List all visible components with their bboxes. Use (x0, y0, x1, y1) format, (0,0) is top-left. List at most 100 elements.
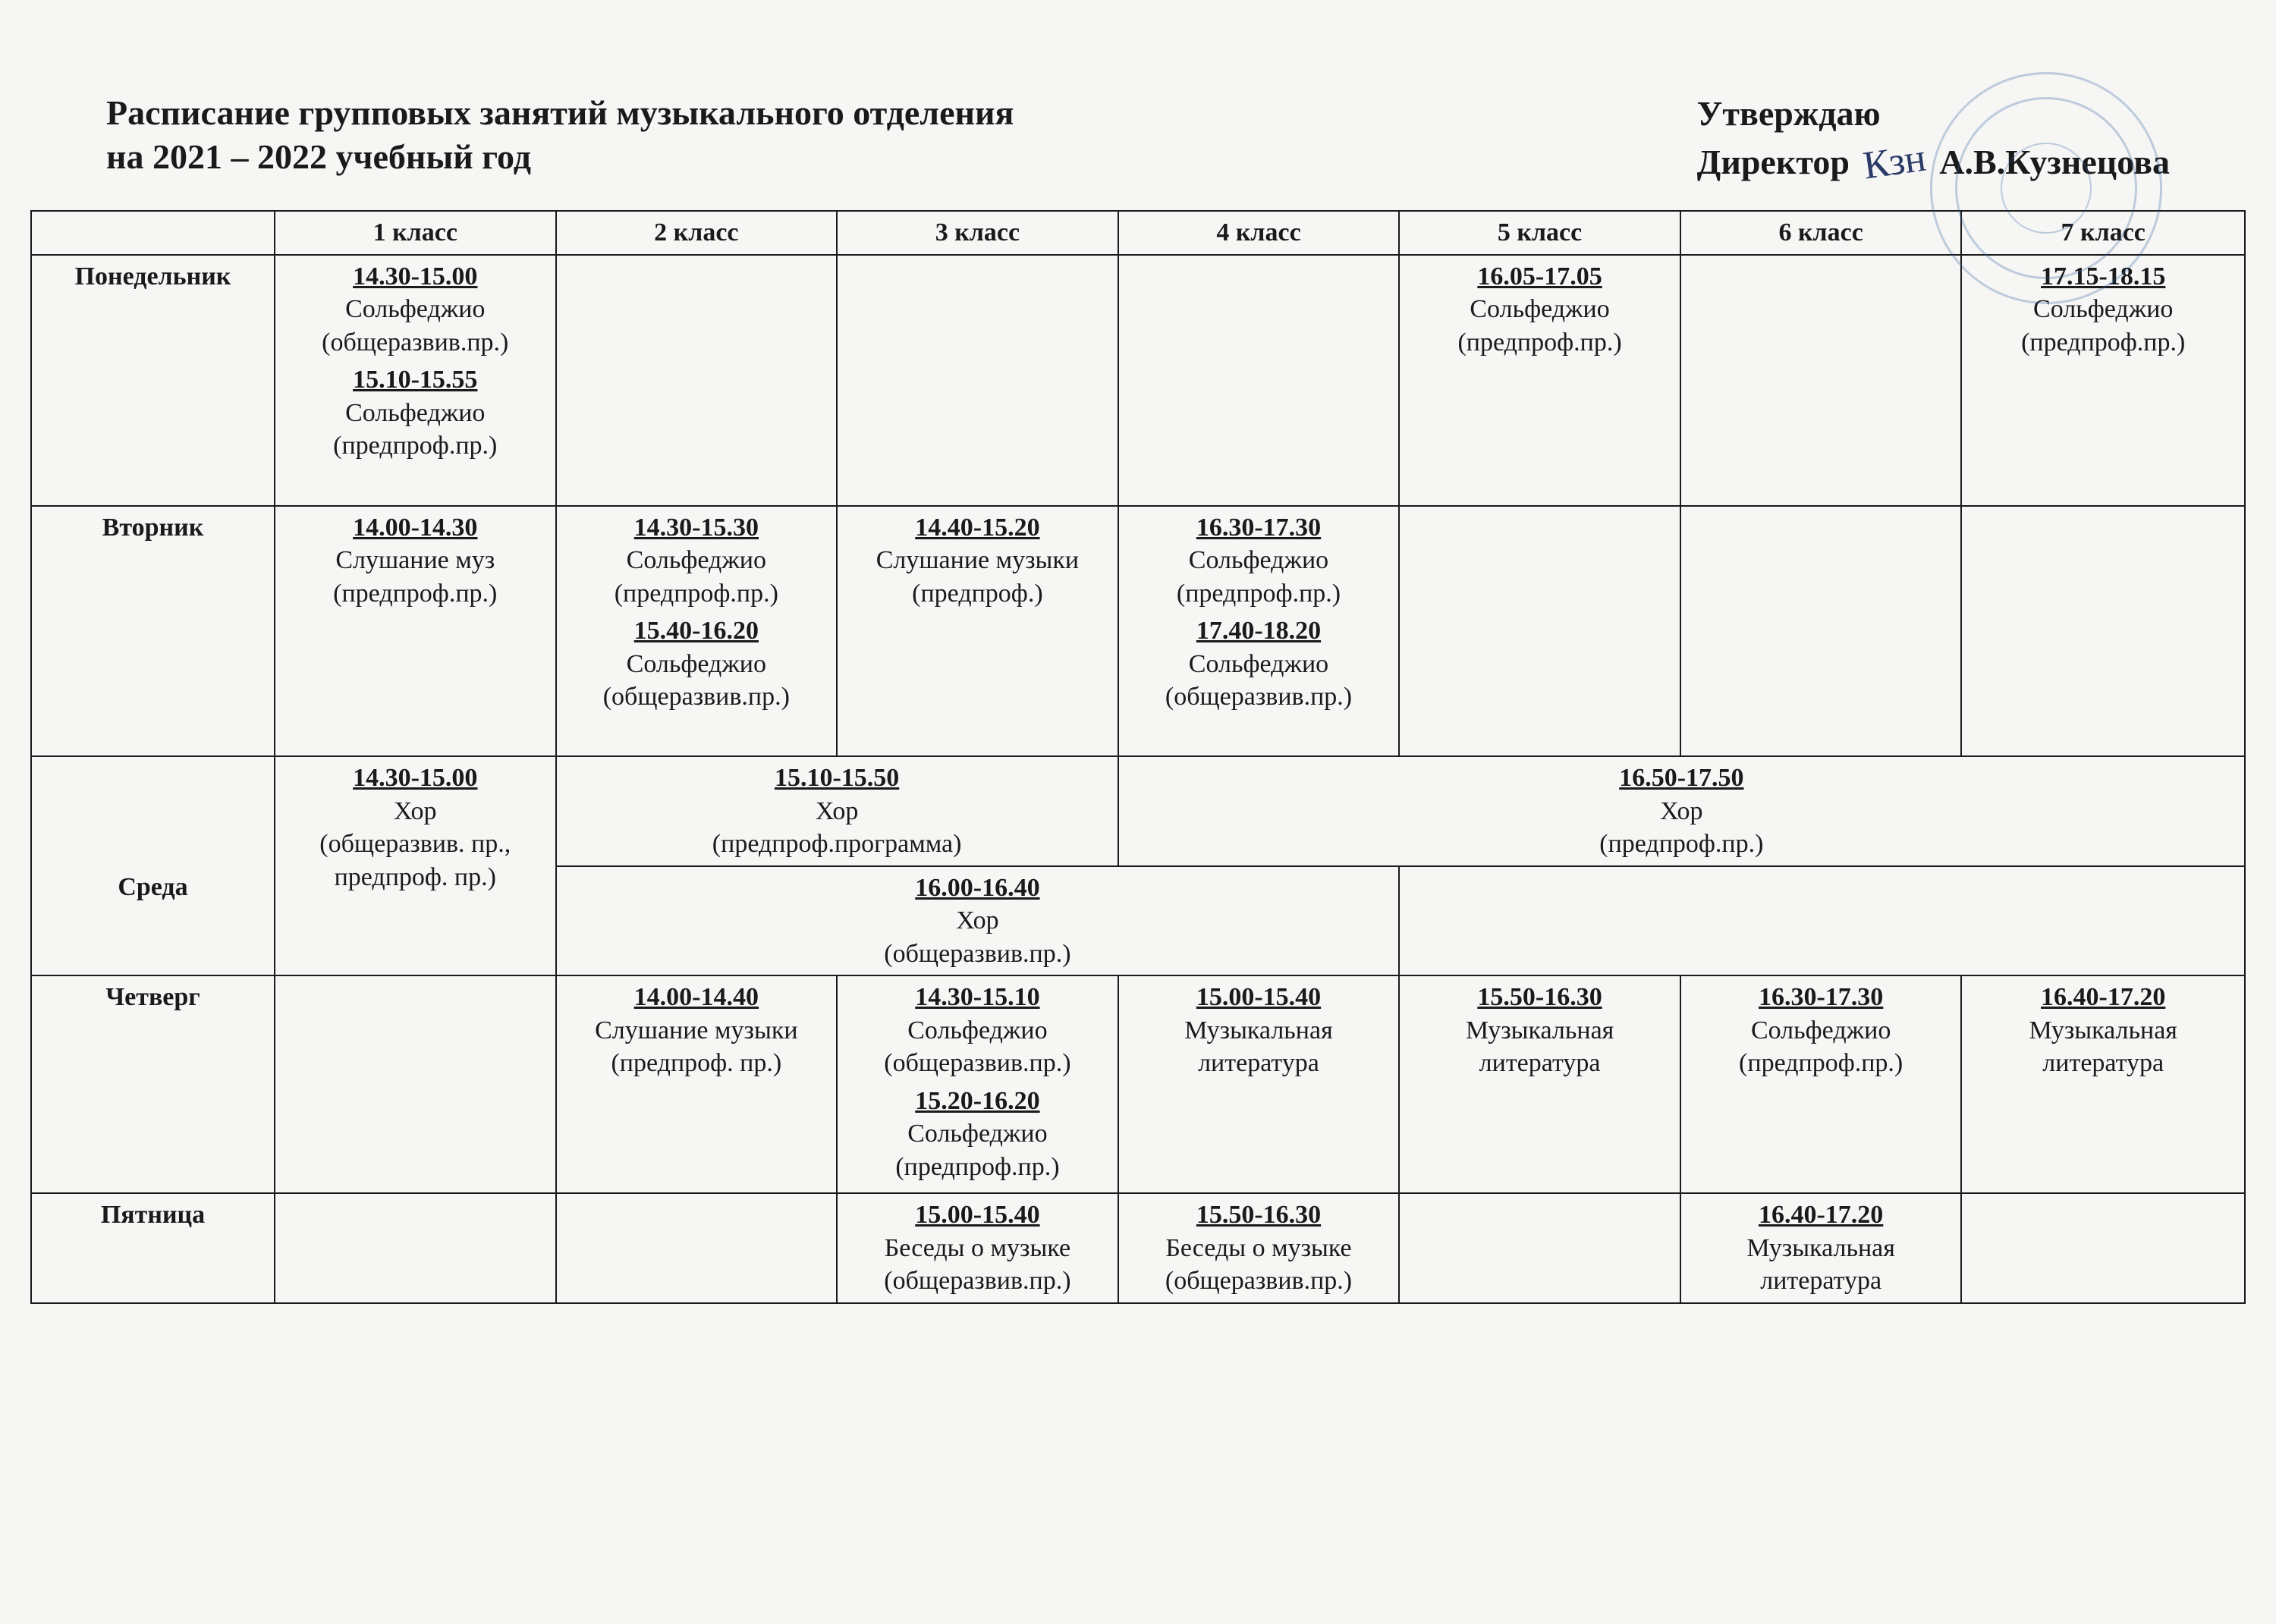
title-line2: на 2021 – 2022 учебный год (106, 135, 1014, 179)
subj: (общеразвив.пр.) (564, 680, 829, 714)
subj: (предпроф.программа) (564, 828, 1110, 861)
col-k5: 5 класс (1399, 211, 1680, 255)
fri-k4: 15.50-16.30 Беседы о музыке (общеразвив.… (1118, 1193, 1400, 1303)
thu-k7: 16.40-17.20 Музыкальная литература (1961, 975, 2245, 1193)
subj: предпроф. пр.) (283, 861, 548, 894)
table-header-row: 1 класс 2 класс 3 класс 4 класс 5 класс … (31, 211, 2245, 255)
time: 16.30-17.30 (1759, 983, 1883, 1011)
subj: Музыкальная (1969, 1014, 2237, 1048)
day-wed (31, 756, 275, 866)
fri-k2 (556, 1193, 838, 1303)
day-thu: Четверг (31, 975, 275, 1193)
time: 14.00-14.30 (353, 514, 477, 542)
subj: (предпроф.пр.) (1127, 828, 2237, 861)
title-line1: Расписание групповых занятий музыкальног… (106, 91, 1014, 135)
subj: Беседы о музыке (1127, 1232, 1391, 1265)
approve-label: Утверждаю (1697, 91, 2170, 137)
tue-k4: 16.30-17.30 Сольфеджио (предпроф.пр.) 17… (1118, 506, 1400, 757)
subj: Музыкальная (1689, 1232, 1954, 1265)
fri-k5 (1399, 1193, 1680, 1303)
tue-k2: 14.30-15.30 Сольфеджио (предпроф.пр.) 15… (556, 506, 838, 757)
subj: Сольфеджио (1969, 293, 2237, 326)
time: 14.30-15.10 (915, 983, 1039, 1011)
mon-k7: 17.15-18.15 Сольфеджио (предпроф.пр.) (1961, 255, 2245, 506)
day-mon: Понедельник (31, 255, 275, 506)
time: 17.40-18.20 (1196, 617, 1321, 645)
subj: (общеразвив.пр.) (283, 326, 548, 360)
subj: Сольфеджио (845, 1117, 1110, 1151)
director-name: А.В.Кузнецова (1939, 140, 2170, 185)
subj: Сольфеджио (283, 397, 548, 430)
tue-k3: 14.40-15.20 Слушание музыки (предпроф.) (837, 506, 1118, 757)
col-k2: 2 класс (556, 211, 838, 255)
time: 16.00-16.40 (915, 874, 1039, 902)
mon-k1: 14.30-15.00 Сольфеджио (общеразвив.пр.) … (275, 255, 556, 506)
subj: (предпроф.пр.) (283, 429, 548, 463)
thu-k6: 16.30-17.30 Сольфеджио (предпроф.пр.) (1680, 975, 1962, 1193)
row-wednesday-1: 14.30-15.00 Хор (общеразвив. пр., предпр… (31, 756, 2245, 866)
subj: Хор (283, 795, 548, 828)
wed-k4567: 16.50-17.50 Хор (предпроф.пр.) (1118, 756, 2245, 866)
time: 15.40-16.20 (634, 617, 759, 645)
time: 16.40-17.20 (2041, 983, 2165, 1011)
tue-k1: 14.00-14.30 Слушание муз (предпроф.пр.) (275, 506, 556, 757)
subj: (общеразвив.пр.) (845, 1264, 1110, 1298)
subj: (предпроф.пр.) (845, 1151, 1110, 1184)
subj: Сольфеджио (1127, 544, 1391, 577)
time: 15.00-15.40 (1196, 983, 1321, 1011)
thu-k2: 14.00-14.40 Слушание музыки (предпроф. п… (556, 975, 838, 1193)
page: Расписание групповых занятий музыкальног… (0, 0, 2276, 1624)
col-k4: 4 класс (1118, 211, 1400, 255)
fri-k1 (275, 1193, 556, 1303)
subj: (общеразвив.пр.) (845, 1047, 1110, 1080)
director-label: Директор (1697, 140, 1850, 185)
time: 16.05-17.05 (1477, 262, 1602, 291)
fri-k3: 15.00-15.40 Беседы о музыке (общеразвив.… (837, 1193, 1118, 1303)
subj: Слушание музыки (845, 544, 1110, 577)
fri-k6: 16.40-17.20 Музыкальная литература (1680, 1193, 1962, 1303)
wed-k567-empty (1399, 866, 2245, 976)
fri-k7 (1961, 1193, 2245, 1303)
time: 16.30-17.30 (1196, 514, 1321, 542)
subj: литература (1969, 1047, 2237, 1080)
wed-k1: 14.30-15.00 Хор (общеразвив. пр., предпр… (275, 756, 556, 975)
header-left: Расписание групповых занятий музыкальног… (106, 91, 1014, 178)
subj: (предпроф.пр.) (564, 577, 829, 611)
subj: Сольфеджио (1127, 648, 1391, 681)
time: 17.15-18.15 (2041, 262, 2165, 291)
col-k6: 6 класс (1680, 211, 1962, 255)
subj: (общеразвив.пр.) (564, 938, 1391, 971)
mon-k6 (1680, 255, 1962, 506)
subj: (предпроф.пр.) (1969, 326, 2237, 360)
subj: Слушание муз (283, 544, 548, 577)
mon-k3 (837, 255, 1118, 506)
time: 15.50-16.30 (1196, 1201, 1321, 1229)
subj: Музыкальная (1407, 1014, 1672, 1048)
header-right: Утверждаю Директор Кзн А.В.Кузнецова (1697, 91, 2170, 187)
subj: (общеразвив.пр.) (1127, 1264, 1391, 1298)
time: 15.20-16.20 (915, 1087, 1039, 1115)
schedule-table: 1 класс 2 класс 3 класс 4 класс 5 класс … (30, 210, 2246, 1303)
subj: литература (1689, 1264, 1954, 1298)
subj: Хор (564, 904, 1391, 938)
signature-icon: Кзн (1860, 132, 1929, 191)
time: 16.40-17.20 (1759, 1201, 1883, 1229)
subj: (общеразвив.пр.) (1127, 680, 1391, 714)
mon-k4 (1118, 255, 1400, 506)
subj: (предпроф.пр.) (283, 577, 548, 611)
subj: литература (1407, 1047, 1672, 1080)
wed-k23: 15.10-15.50 Хор (предпроф.программа) (556, 756, 1118, 866)
col-k7: 7 класс (1961, 211, 2245, 255)
row-friday: Пятница 15.00-15.40 Беседы о музыке (общ… (31, 1193, 2245, 1303)
time: 15.00-15.40 (915, 1201, 1039, 1229)
thu-k5: 15.50-16.30 Музыкальная литература (1399, 975, 1680, 1193)
time: 16.50-17.50 (1619, 764, 1743, 792)
subj: Сольфеджио (564, 648, 829, 681)
day-tue: Вторник (31, 506, 275, 757)
thu-k3: 14.30-15.10 Сольфеджио (общеразвив.пр.) … (837, 975, 1118, 1193)
col-k3: 3 класс (837, 211, 1118, 255)
time: 15.10-15.50 (775, 764, 899, 792)
row-tuesday: Вторник 14.00-14.30 Слушание муз (предпр… (31, 506, 2245, 757)
subj: (предпроф. пр.) (564, 1047, 829, 1080)
tue-k5 (1399, 506, 1680, 757)
